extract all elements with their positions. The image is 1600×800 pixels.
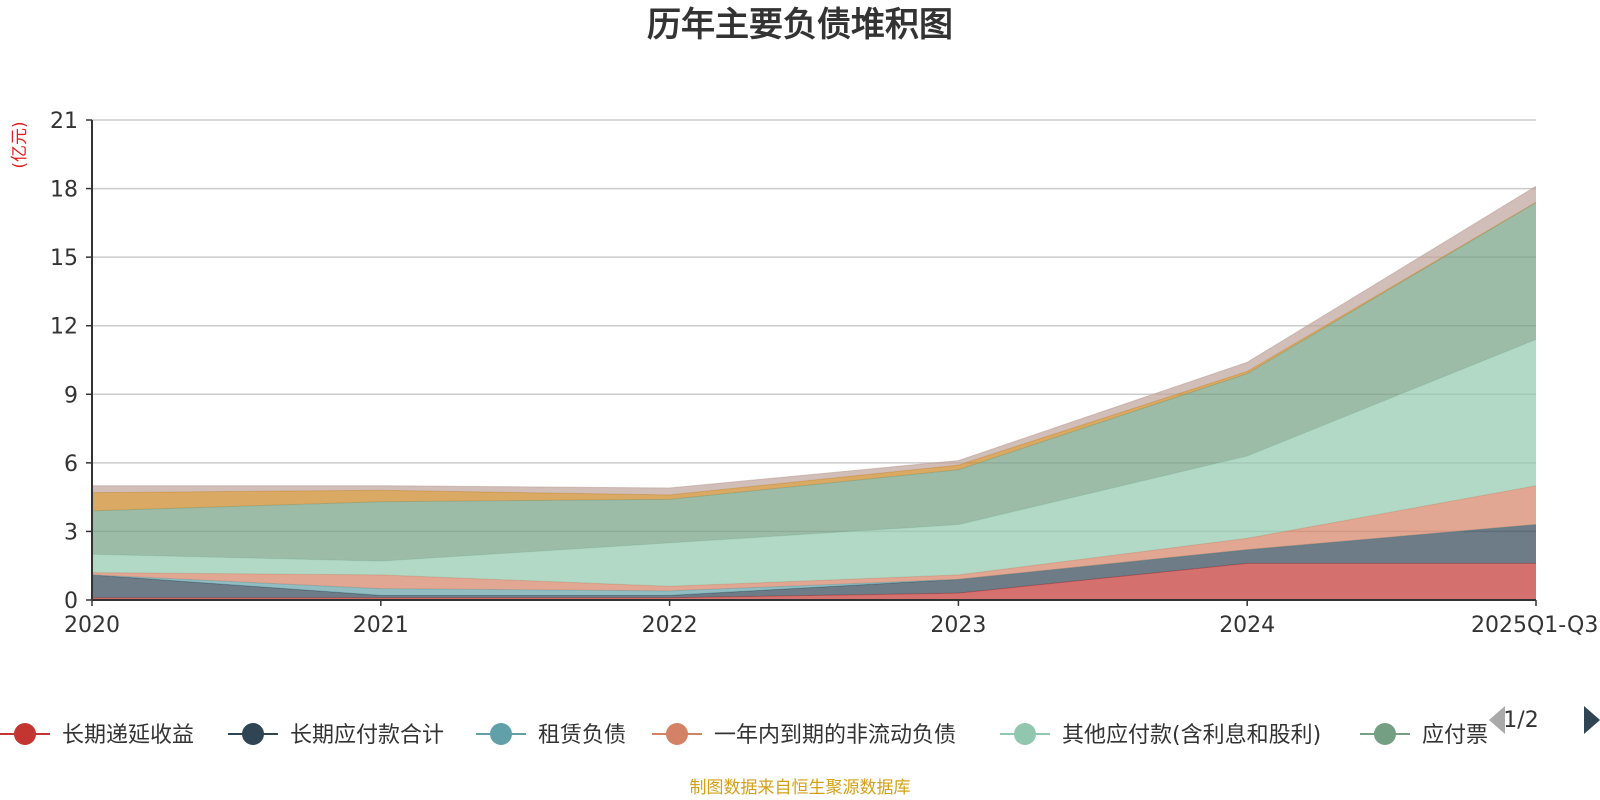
area-series-5[interactable] <box>92 202 1536 562</box>
legend-label: 应付票 <box>1422 723 1488 748</box>
y-tick-label: 3 <box>64 520 78 545</box>
legend-label: 长期递延收益 <box>62 723 194 748</box>
legend-item[interactable]: 长期应付款合计 <box>228 723 444 748</box>
data-source-note: 制图数据来自恒生聚源数据库 <box>690 778 911 798</box>
y-tick-label: 21 <box>50 109 78 134</box>
legend-prev-page-icon[interactable] <box>1489 706 1505 734</box>
legend-item[interactable]: 一年内到期的非流动负债 <box>652 723 956 748</box>
area-series-4[interactable] <box>92 339 1536 587</box>
legend-marker <box>14 723 36 745</box>
x-tick-label: 2023 <box>930 613 986 638</box>
legend-marker <box>242 723 264 745</box>
legend-marker <box>490 723 512 745</box>
chart-title: 历年主要负债堆积图 <box>647 5 953 45</box>
y-tick-label: 9 <box>64 383 78 408</box>
legend-label: 租赁负债 <box>538 723 626 748</box>
y-axis-ticks: 0 3 6 9 12 15 18 21 <box>50 109 92 614</box>
legend-next-page-icon[interactable] <box>1584 706 1600 734</box>
legend-label: 其他应付款(含利息和股利) <box>1062 723 1321 748</box>
legend[interactable]: 长期递延收益 长期应付款合计 租赁负债 一年内到期的非流动负债 其他应付款(含利息和股利… <box>0 723 1488 748</box>
legend-marker <box>666 723 688 745</box>
legend-item[interactable]: 长期递延收益 <box>0 723 194 748</box>
y-tick-label: 15 <box>50 246 78 271</box>
area-series-edge-7 <box>92 185 1537 489</box>
legend-item[interactable]: 应付票 <box>1360 723 1488 748</box>
legend-label: 长期应付款合计 <box>290 723 444 748</box>
legend-page-indicator: 1/2 <box>1503 708 1538 733</box>
x-tick-label: 2020 <box>64 613 120 638</box>
x-tick-label: 2025Q1-Q3 <box>1471 613 1598 638</box>
legend-label: 一年内到期的非流动负债 <box>714 723 956 748</box>
x-axis-ticks: 2020 2021 2022 2023 2024 2025Q1-Q3 <box>64 600 1598 638</box>
x-tick-label: 2024 <box>1219 613 1275 638</box>
y-tick-label: 6 <box>64 452 78 477</box>
axes <box>91 120 1536 601</box>
grid-lines <box>92 119 1536 533</box>
y-tick-label: 0 <box>64 589 78 614</box>
legend-marker <box>1014 723 1036 745</box>
y-axis-unit: (亿元) <box>10 121 30 168</box>
y-tick-label: 12 <box>50 315 78 340</box>
area-series-1[interactable] <box>92 524 1536 598</box>
x-tick-label: 2022 <box>642 613 698 638</box>
legend-item[interactable]: 租赁负债 <box>476 723 626 748</box>
area-series <box>91 185 1537 600</box>
legend-item[interactable]: 其他应付款(含利息和股利) <box>1000 723 1321 748</box>
legend-marker <box>1374 723 1396 745</box>
area-series-0[interactable] <box>92 563 1536 600</box>
legend-pager[interactable]: 1/2 <box>1489 706 1600 734</box>
x-tick-label: 2021 <box>353 613 409 638</box>
y-tick-label: 18 <box>50 178 78 203</box>
